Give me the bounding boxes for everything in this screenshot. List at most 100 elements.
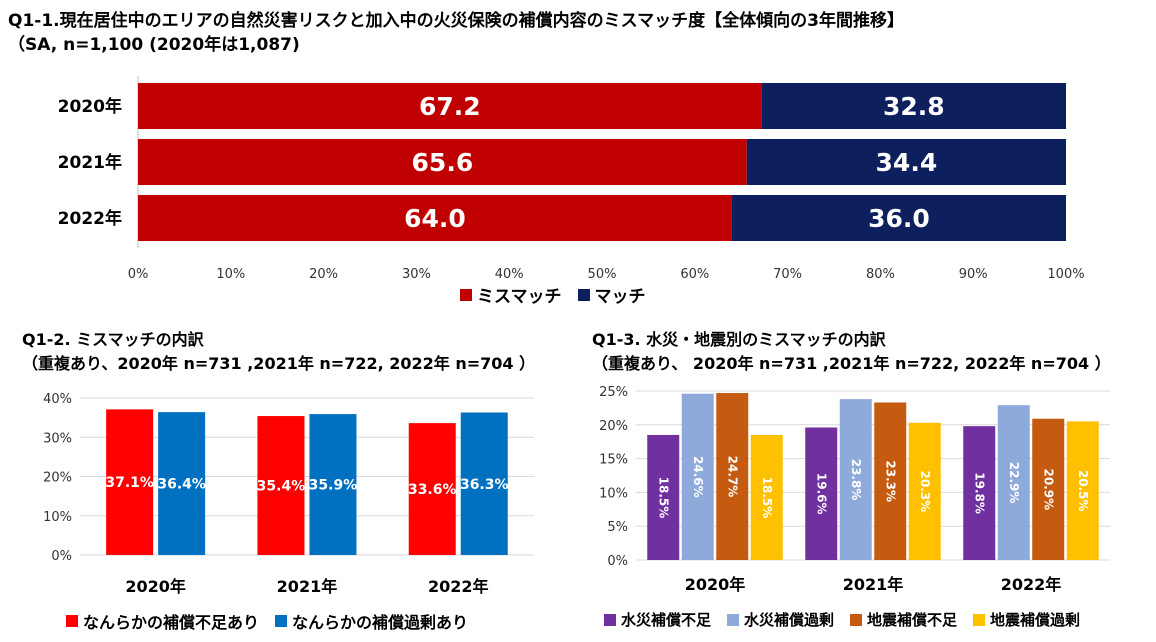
chart3-value-label: 22.9% bbox=[1007, 462, 1021, 504]
chart3-value-label: 24.7% bbox=[725, 456, 739, 498]
chart3-legend-label-1: 水災補償過剰 bbox=[744, 611, 835, 629]
chart1-x-tick-label: 100% bbox=[1047, 267, 1084, 282]
chart2-value-label: 35.9% bbox=[309, 478, 358, 494]
chart2-category-label: 2020年 bbox=[125, 577, 186, 596]
chart2-category-label: 2021年 bbox=[277, 577, 338, 596]
chart3-category-label: 2021年 bbox=[843, 575, 904, 594]
chart3-legend-swatch-0 bbox=[604, 613, 616, 626]
chart3-y-tick-label: 5% bbox=[607, 520, 628, 535]
chart3-legend-swatch-3 bbox=[973, 613, 986, 626]
chart3-value-label: 23.8% bbox=[849, 459, 863, 501]
chart1-x-tick-label: 70% bbox=[773, 267, 802, 282]
chart3-value-label: 19.6% bbox=[814, 473, 828, 515]
chart3-category-label: 2022年 bbox=[1001, 575, 1062, 594]
chart3-y-tick-label: 0% bbox=[607, 554, 628, 569]
chart3-legend-swatch-2 bbox=[850, 613, 863, 626]
chart3-value-label: 18.5% bbox=[656, 477, 670, 519]
chart2-bar bbox=[460, 412, 508, 555]
chart2-legend-swatch-0 bbox=[66, 615, 78, 627]
chart1-category-label: 2022年 bbox=[58, 208, 122, 229]
chart2-legend: なんらかの補償不足あり なんらかの補償過剰あり bbox=[66, 609, 484, 633]
chart3-bar bbox=[997, 405, 1030, 560]
chart3-legend-item-2: 地震補償不足 bbox=[850, 609, 957, 630]
chart3-value-label: 18.5% bbox=[760, 477, 774, 519]
chart1-x-tick-label: 50% bbox=[588, 267, 617, 282]
chart1-x-tick-label: 90% bbox=[959, 267, 988, 282]
chart3-svg: 0% 5% 10% 15% 20% 25% 18.5% 24.6% 24.7% 18.5% 2020… bbox=[599, 385, 1110, 594]
chart2-bar bbox=[106, 409, 154, 555]
chart2-legend-label-1: なんらかの補償過剰あり bbox=[292, 613, 469, 632]
chart1-category-label: 2021年 bbox=[58, 152, 122, 173]
chart2-svg: 0% 10% 20% 30% 40% 37.1% 36.4% 2020年 35.4% 35.9% 2… bbox=[43, 392, 534, 596]
chart1-x-tick-label: 10% bbox=[216, 267, 245, 282]
chart1-bar bbox=[761, 83, 1066, 129]
chart1-value-label: 36.0 bbox=[868, 204, 930, 233]
chart1-x-tick-label: 0% bbox=[128, 267, 149, 282]
chart3-value-label: 19.8% bbox=[972, 472, 986, 514]
chart3-legend-item-3: 地震補償過剰 bbox=[973, 609, 1080, 630]
chart3-bar bbox=[805, 427, 838, 560]
chart2-bar bbox=[408, 423, 456, 555]
chart3-bar bbox=[908, 422, 941, 560]
chart3-subtitle: （重複あり、 2020年 n=731 ,2021年 n=722, 2022年 n… bbox=[592, 354, 1111, 373]
chart2-bar bbox=[158, 412, 206, 555]
chart2-value-label: 35.4% bbox=[257, 479, 306, 495]
chart3-bar bbox=[963, 426, 996, 560]
chart3-category-label: 2020年 bbox=[685, 575, 746, 594]
chart3-value-label: 23.3% bbox=[883, 460, 897, 502]
chart3-bar bbox=[874, 402, 907, 560]
chart2-value-label: 36.4% bbox=[157, 477, 206, 493]
chart1-legend-item-0: ミスマッチ bbox=[460, 282, 562, 307]
chart3-title: Q1-3. 水災・地震別のミスマッチの内訳 bbox=[592, 330, 886, 349]
chart2-bar bbox=[309, 414, 357, 555]
chart1-value-label: 32.8 bbox=[883, 92, 945, 121]
chart2-legend-item-1: なんらかの補償過剰あり bbox=[275, 609, 468, 633]
chart2-value-label: 36.3% bbox=[460, 477, 509, 493]
chart3-y-tick-label: 10% bbox=[599, 486, 628, 501]
chart1-title: Q1-1.現在居住中のエリアの自然災害リスクと加入中の火災保険の補償内容のミスマ… bbox=[8, 11, 904, 31]
chart3-bar bbox=[716, 393, 749, 560]
chart1-bar bbox=[746, 139, 1066, 185]
chart3-legend-label-2: 地震補償不足 bbox=[867, 611, 958, 629]
chart1-bar bbox=[138, 195, 732, 241]
chart2-value-label: 37.1% bbox=[105, 475, 154, 491]
chart3-bar bbox=[647, 434, 680, 560]
chart1-bar bbox=[138, 139, 747, 185]
chart2-legend-label-0: なんらかの補償不足あり bbox=[83, 613, 260, 632]
chart3-bar bbox=[750, 434, 783, 560]
chart3-y-tick-label: 20% bbox=[599, 419, 628, 434]
chart1-x-tick-label: 60% bbox=[680, 267, 709, 282]
chart2-y-tick-label: 20% bbox=[43, 471, 72, 486]
chart2-legend-item-0: なんらかの補償不足あり bbox=[66, 609, 259, 633]
chart2-legend-swatch-1 bbox=[275, 615, 288, 627]
chart1-bar bbox=[138, 83, 762, 129]
chart3-bar bbox=[839, 399, 872, 560]
chart3-legend: 水災補償不足 水災補償過剰 地震補償不足 地震補償過剰 bbox=[604, 609, 1096, 630]
chart2-y-tick-label: 10% bbox=[43, 510, 72, 525]
chart1-legend: ミスマッチ マッチ bbox=[460, 282, 662, 307]
chart1-bar bbox=[731, 195, 1066, 241]
chart1-x-tick-label: 40% bbox=[495, 267, 524, 282]
chart3-legend-item-1: 水災補償過剰 bbox=[727, 609, 834, 630]
chart2-bar bbox=[257, 416, 305, 555]
chart1-legend-label-1: マッチ bbox=[594, 287, 646, 307]
chart1-x-tick-label: 20% bbox=[309, 267, 338, 282]
chart1-value-label: 34.4 bbox=[876, 148, 938, 177]
chart1-subtitle: （SA, n=1,100 (2020年は1,087) bbox=[8, 35, 300, 55]
chart1-x-tick-label: 30% bbox=[402, 267, 431, 282]
chart3-value-label: 20.5% bbox=[1076, 470, 1090, 512]
chart1-value-label: 67.2 bbox=[419, 92, 481, 121]
chart1-legend-label-0: ミスマッチ bbox=[477, 287, 562, 307]
chart1-legend-swatch-1 bbox=[577, 288, 590, 301]
chart3-legend-swatch-1 bbox=[727, 613, 740, 626]
chart3-value-label: 24.6% bbox=[691, 456, 705, 498]
chart1-svg: 2020年 67.2 32.8 2021年 65.6 34.4 2022年 64.0 36.0 0… bbox=[58, 76, 1085, 282]
chart3-legend-label-3: 地震補償過剰 bbox=[990, 611, 1081, 629]
chart3-legend-label-0: 水災補償不足 bbox=[621, 611, 712, 629]
chart1-value-label: 64.0 bbox=[404, 204, 466, 233]
chart3-y-tick-label: 25% bbox=[599, 385, 628, 400]
chart2-y-tick-label: 0% bbox=[51, 549, 72, 564]
chart2-y-tick-label: 40% bbox=[43, 392, 72, 407]
chart1-category-label: 2020年 bbox=[58, 96, 122, 117]
chart1-legend-swatch-0 bbox=[460, 288, 472, 301]
